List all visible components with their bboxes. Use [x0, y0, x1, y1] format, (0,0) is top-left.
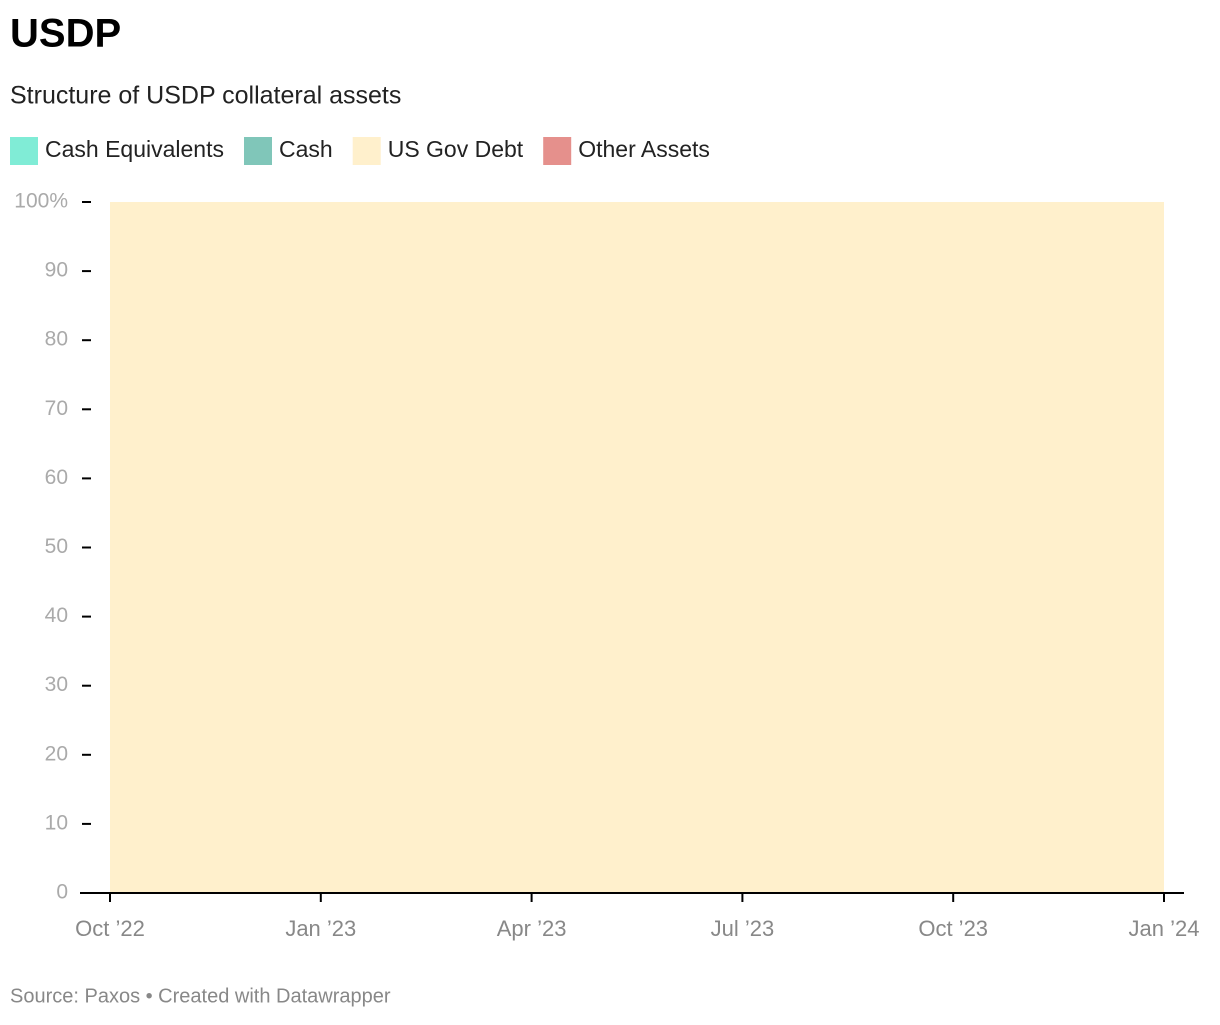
y-tick-label: 20: [45, 742, 68, 765]
legend-label: US Gov Debt: [388, 136, 524, 162]
x-tick-label: Jan ’23: [285, 916, 356, 941]
legend-swatch: [543, 137, 572, 165]
x-tick-label: Oct ’23: [918, 916, 988, 941]
y-tick-label: 50: [45, 535, 68, 558]
y-tick-label: 90: [45, 259, 68, 282]
y-tick-label: 30: [45, 673, 68, 696]
legend-swatch: [244, 137, 272, 165]
legend-swatch: [10, 137, 38, 165]
area: [110, 202, 1164, 893]
y-tick-label: 10: [45, 811, 68, 834]
chart-subtitle: Structure of USDP collateral assets: [10, 82, 401, 110]
y-tick-label: 100%: [14, 190, 68, 213]
legend-label: Cash: [279, 136, 333, 162]
legend-label: Cash Equivalents: [45, 136, 224, 162]
x-tick-label: Jul ’23: [711, 916, 775, 941]
y-tick-label: 80: [45, 328, 68, 351]
x-tick-label: Jan ’24: [1129, 916, 1200, 941]
x-tick-label: Apr ’23: [497, 916, 567, 941]
legend-swatch: [352, 137, 381, 165]
source-note: Source: Paxos • Created with Datawrapper: [10, 985, 391, 1007]
y-tick-label: 40: [45, 604, 68, 627]
x-tick-label: Oct ’22: [75, 916, 145, 941]
y-tick-label: 60: [45, 466, 68, 489]
y-tick-label: 70: [45, 397, 68, 420]
legend-label: Other Assets: [578, 136, 710, 162]
y-tick-label: 0: [56, 881, 68, 904]
chart-title: USDP: [10, 12, 121, 56]
